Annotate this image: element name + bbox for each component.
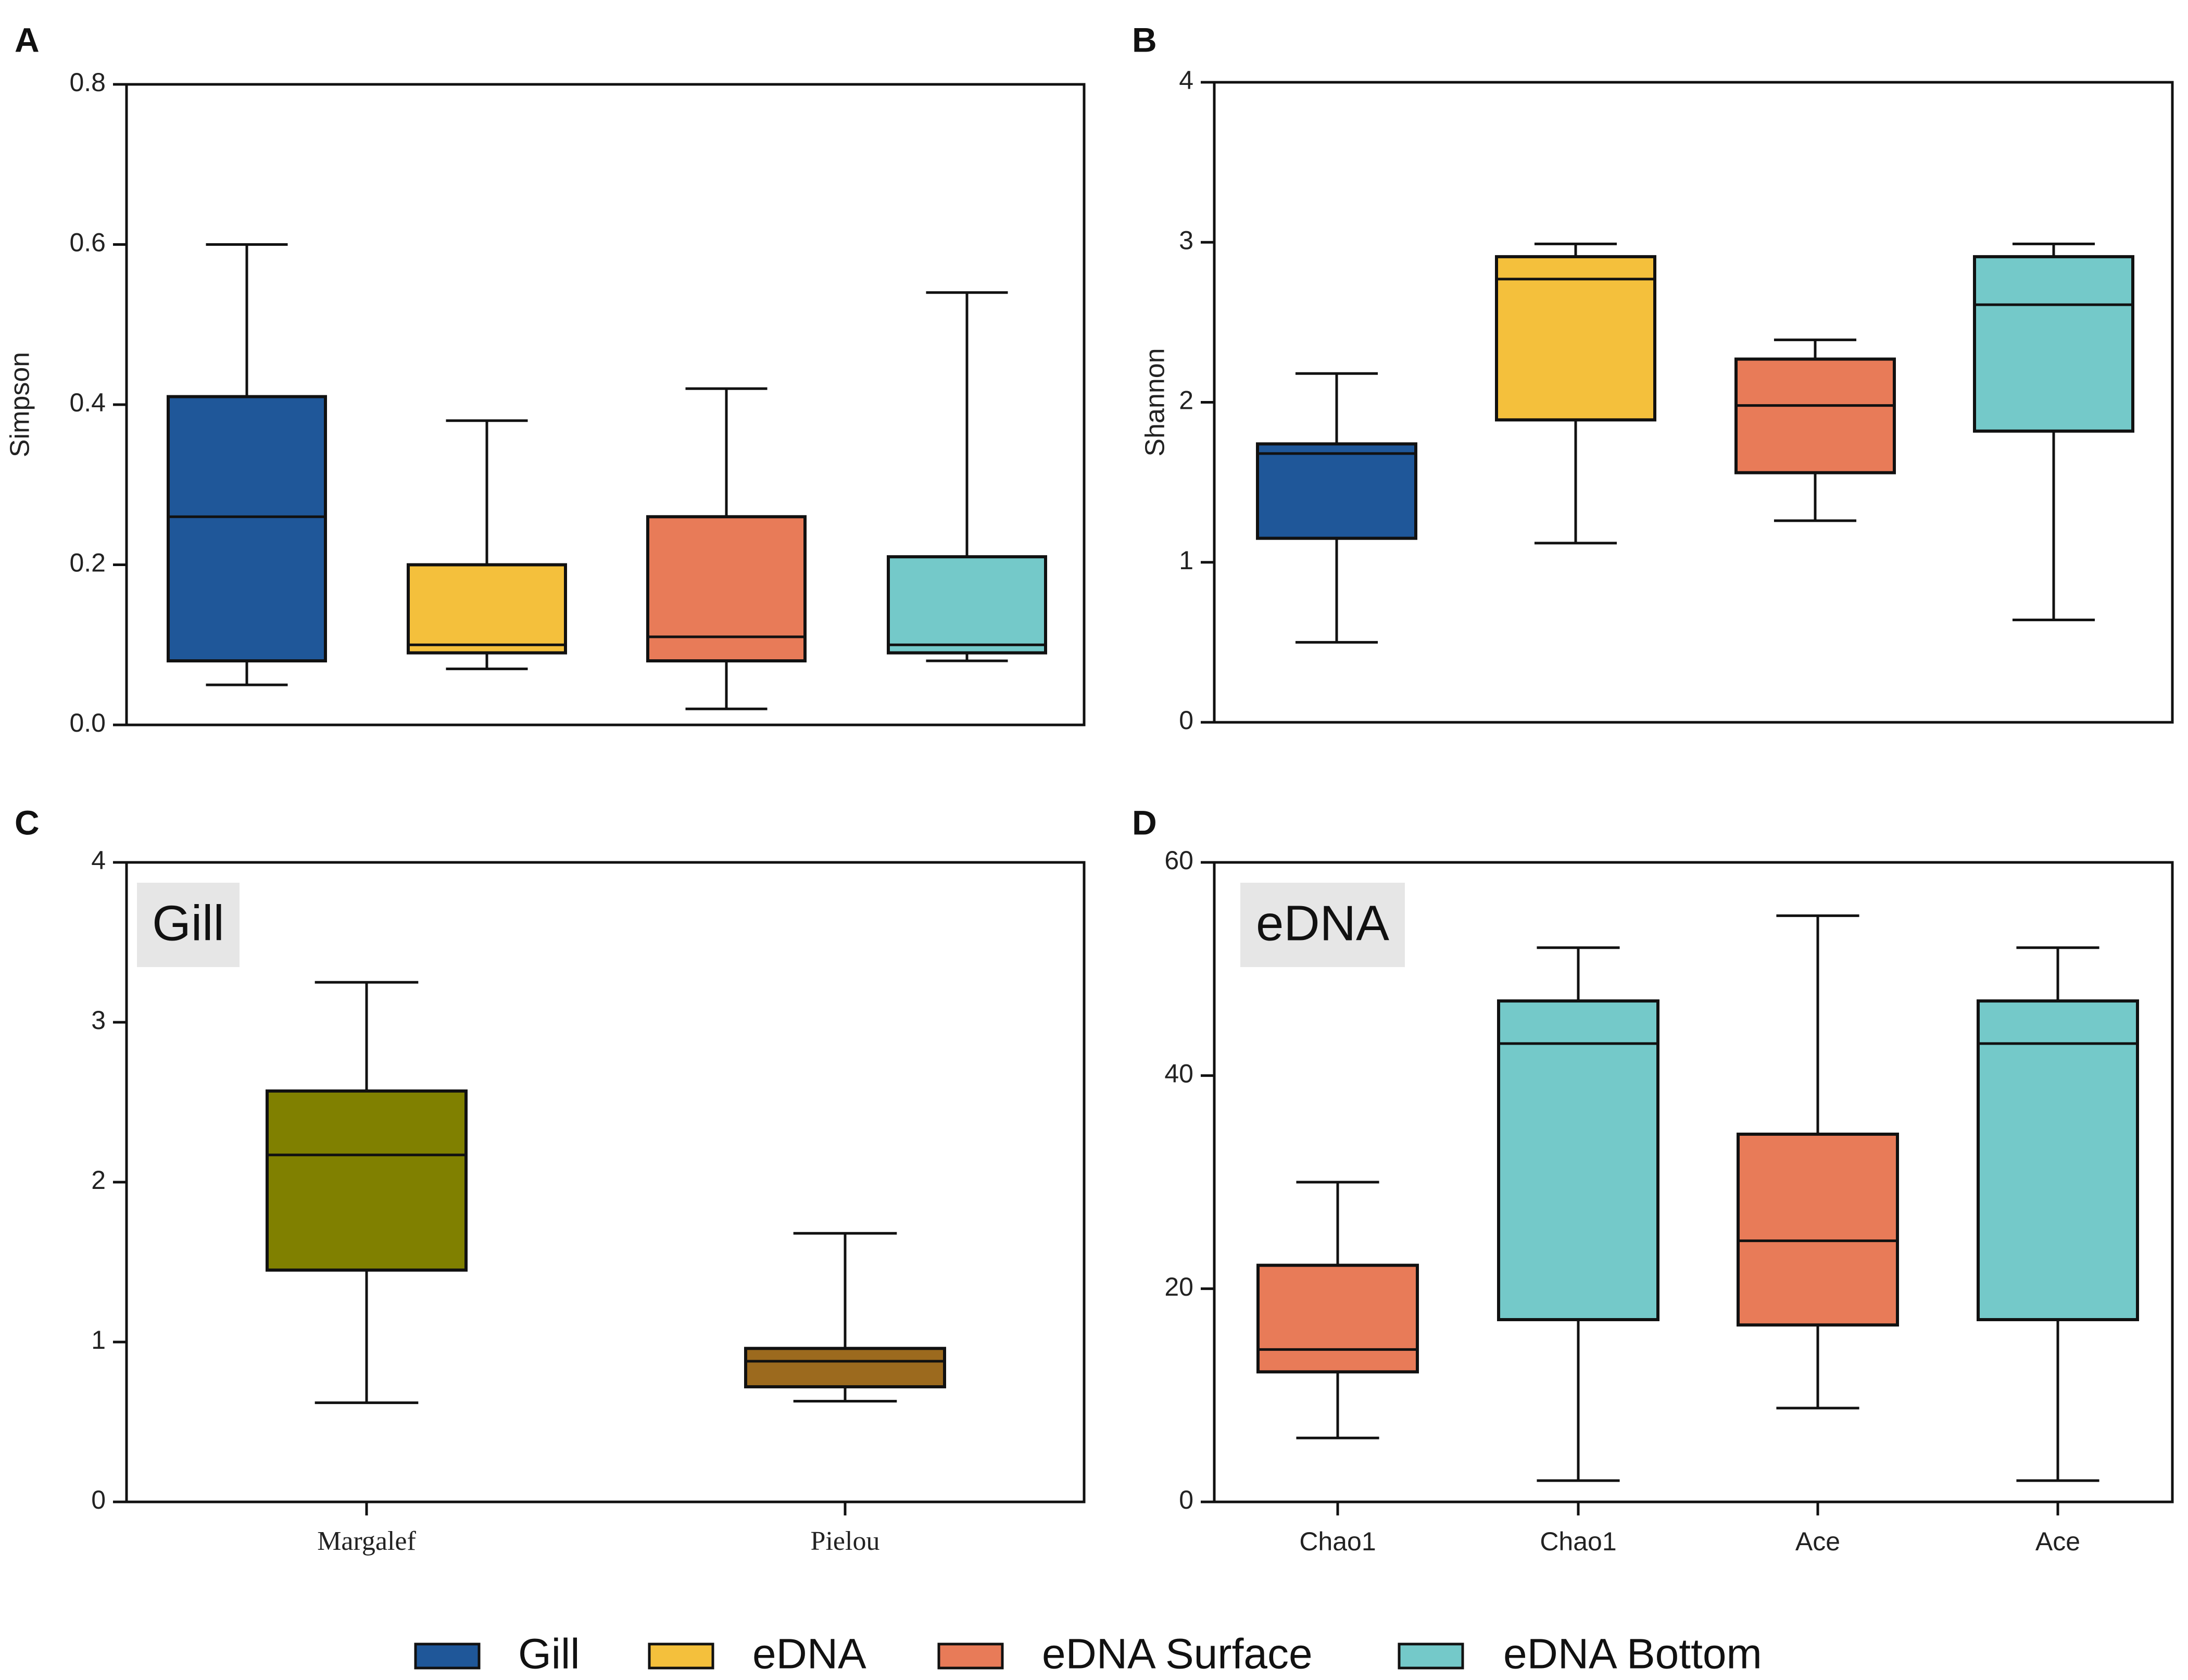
box-iqr: [744, 1347, 946, 1388]
box-3: [887, 291, 1047, 662]
legend: Gill eDNA eDNA Surface eDNA Bottom: [414, 1631, 1762, 1678]
legend-item: eDNA Bottom: [1398, 1631, 1762, 1678]
plot-frame: [1213, 861, 2174, 1503]
box-iqr: [1734, 357, 1896, 474]
y-tick-label: 0: [1179, 706, 1193, 735]
y-tick-label: 20: [1164, 1272, 1193, 1301]
y-tick-label: 4: [1179, 66, 1193, 95]
x-tick-label: Chao1: [1299, 1527, 1376, 1556]
box-iqr: [887, 555, 1047, 655]
legend-item: Gill: [414, 1631, 580, 1678]
box-3: [1977, 946, 2139, 1482]
legend-item: eDNA Surface: [937, 1631, 1313, 1678]
legend-item: eDNA: [648, 1631, 866, 1678]
plot-frame: [1213, 81, 2174, 724]
box-iqr: [407, 563, 567, 655]
y-tick-label: 4: [91, 846, 106, 875]
plot-frame: [125, 861, 1086, 1503]
legend-swatch: [648, 1643, 714, 1670]
legend-label: eDNA Bottom: [1503, 1631, 1762, 1678]
y-tick-label: 2: [1179, 386, 1193, 415]
box-iqr: [1977, 999, 2139, 1322]
panel-letter: B: [1132, 20, 1157, 59]
box-1: [744, 1232, 946, 1403]
box-0: [266, 981, 468, 1405]
x-tick-label: Chao1: [1540, 1527, 1616, 1556]
y-tick-label: 0.6: [69, 228, 106, 257]
box-iqr: [1256, 1263, 1419, 1374]
y-tick-label: 0.4: [69, 388, 106, 417]
box-2: [1734, 338, 1896, 522]
y-tick-label: 0.2: [69, 548, 106, 578]
y-tick-label: 0.8: [69, 68, 106, 97]
y-tick-label: 0: [1179, 1485, 1193, 1514]
box-iqr: [1973, 255, 2134, 433]
panel-a: A 0.0 0.2 0.4 0.6 0.8 Simpson: [5, 20, 1086, 737]
legend-label: eDNA Surface: [1042, 1631, 1313, 1678]
y-axis-title: Simpson: [5, 352, 35, 457]
box-0: [1256, 1181, 1419, 1439]
panel-letter: A: [15, 20, 40, 59]
y-tick-label: 0: [91, 1485, 106, 1514]
legend-swatch: [937, 1643, 1004, 1670]
box-1: [1497, 946, 1659, 1482]
x-tick-label: Ace: [2035, 1527, 2080, 1556]
box-0: [1256, 372, 1417, 644]
y-tick-label: 0.0: [69, 708, 106, 737]
y-tick-label: 1: [1179, 546, 1193, 575]
x-tick-label: Ace: [1795, 1527, 1840, 1556]
inset-label-background: [137, 883, 240, 967]
box-iqr: [1256, 442, 1417, 540]
box-0: [167, 243, 327, 686]
box-iqr: [167, 395, 327, 662]
legend-label: Gill: [518, 1631, 580, 1678]
box-iqr: [1495, 255, 1656, 422]
y-tick-label: 2: [91, 1165, 106, 1195]
box-1: [1495, 242, 1656, 545]
y-tick-label: 3: [91, 1006, 106, 1035]
box-2: [1737, 914, 1899, 1410]
y-tick-label: 60: [1164, 846, 1193, 875]
panel-letter: D: [1132, 803, 1157, 842]
x-tick-label: Margalef: [317, 1526, 416, 1556]
box-2: [646, 387, 807, 710]
box-iqr: [266, 1089, 468, 1272]
legend-swatch: [1398, 1643, 1464, 1670]
box-iqr: [1737, 1132, 1899, 1327]
x-tick-label: Pielou: [811, 1526, 880, 1556]
box-iqr: [1497, 999, 1659, 1322]
y-tick-label: 1: [91, 1325, 106, 1355]
inset-label: Gill: [152, 895, 224, 951]
box-3: [1973, 242, 2134, 621]
box-1: [407, 419, 567, 670]
box-iqr: [646, 515, 807, 662]
panel-b: B 0 1 2 3 4 Shannon: [1132, 20, 2174, 735]
panel-c: C Gill 0 1 2 3 4 Margalef Pielou: [15, 803, 1086, 1556]
inset-label-background: [1240, 883, 1405, 967]
legend-swatch: [414, 1643, 481, 1670]
plot-frame: [125, 83, 1086, 726]
legend-label: eDNA: [752, 1631, 866, 1678]
inset-label: eDNA: [1256, 895, 1389, 951]
y-axis-title: Shannon: [1140, 348, 1171, 456]
panel-letter: C: [15, 803, 40, 842]
y-tick-label: 3: [1179, 225, 1193, 255]
y-tick-label: 40: [1164, 1059, 1193, 1088]
